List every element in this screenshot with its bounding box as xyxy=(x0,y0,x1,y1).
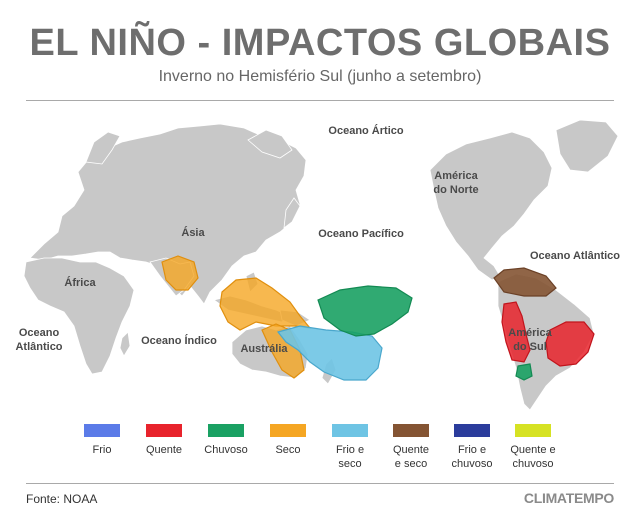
region-south-america-warm-north xyxy=(501,301,531,363)
legend-label: Seco xyxy=(275,444,301,456)
world-map: Oceano Ártico América do Norte Ásia Ocea… xyxy=(15,119,620,411)
legend-swatch xyxy=(270,424,306,437)
region-indonesia-dry xyxy=(219,277,312,331)
legend-label: Quente e chuvoso xyxy=(510,444,556,470)
label-africa: África xyxy=(64,276,96,289)
land-greenland xyxy=(555,119,619,173)
region-central-america-warm-dry xyxy=(493,267,557,297)
legend-swatch xyxy=(515,424,551,437)
label-north-america-2: do Norte xyxy=(433,184,478,196)
legend-item-cold: Frio xyxy=(72,424,132,457)
label-indian-ocean: Oceano Índico xyxy=(141,334,217,347)
legend-item-cold-rainy: Frio e chuvoso xyxy=(442,424,502,471)
land-alaska-west xyxy=(247,129,293,159)
legend-swatch xyxy=(84,424,120,437)
label-arctic-ocean: Oceano Ártico xyxy=(328,124,403,137)
legend-swatch xyxy=(146,424,182,437)
land-africa xyxy=(23,257,135,375)
legend-label: Chuvoso xyxy=(204,444,248,456)
legend-label: Quente xyxy=(145,444,183,456)
label-atlantic-ocean-west-2: Atlântico xyxy=(15,341,62,353)
legend-swatch xyxy=(393,424,429,437)
label-south-america-2: do Sul xyxy=(513,341,547,353)
legend-label: Frio e seco xyxy=(335,444,365,470)
brand-logo: CLIMATEMPO xyxy=(523,490,614,506)
land-japan xyxy=(283,197,301,229)
source-credit: Fonte: NOAA xyxy=(26,492,98,506)
label-pacific-ocean: Oceano Pacífico xyxy=(318,228,404,240)
region-south-america-rainy xyxy=(515,363,533,381)
land-north-america xyxy=(429,131,553,281)
legend-swatch xyxy=(332,424,368,437)
label-australia: Austrália xyxy=(240,343,288,355)
land-madagascar xyxy=(119,331,131,357)
land-scandinavia xyxy=(85,131,121,165)
page-subtitle: Inverno no Hemisfério Sul (junho a setem… xyxy=(158,68,482,85)
label-asia: Ásia xyxy=(181,226,205,239)
legend-swatch xyxy=(454,424,490,437)
legend-item-rainy: Chuvoso xyxy=(196,424,256,457)
label-atlantic-ocean-east: Oceano Atlântico xyxy=(530,250,620,262)
legend-item-cold-dry: Frio e seco xyxy=(320,424,380,471)
page-title: EL NIÑO - IMPACTOS GLOBAIS xyxy=(29,22,611,64)
legend-swatch xyxy=(208,424,244,437)
legend-item-dry: Seco xyxy=(258,424,318,457)
legend-item-warm-rainy: Quente e chuvoso xyxy=(503,424,563,471)
label-north-america: América xyxy=(434,170,478,182)
footer-divider xyxy=(26,483,614,484)
region-india-dry xyxy=(161,255,199,291)
impact-regions xyxy=(161,255,595,381)
region-southwest-pacific-cold-dry xyxy=(276,325,383,381)
map-labels: Oceano Ártico América do Norte Ásia Ocea… xyxy=(15,124,620,355)
region-south-america-warm-east xyxy=(545,321,595,367)
region-central-pacific-rainy xyxy=(317,285,413,337)
legend-item-warm-dry: Quente e seco xyxy=(381,424,441,471)
label-atlantic-ocean-west: Oceano xyxy=(19,327,60,339)
legend-label: Frio xyxy=(92,444,112,456)
legend-label: Frio e chuvoso xyxy=(451,444,493,470)
label-south-america: América xyxy=(508,327,552,339)
header-divider xyxy=(26,100,614,101)
legend-item-warm: Quente xyxy=(134,424,194,457)
legend-label: Quente e seco xyxy=(392,444,430,470)
